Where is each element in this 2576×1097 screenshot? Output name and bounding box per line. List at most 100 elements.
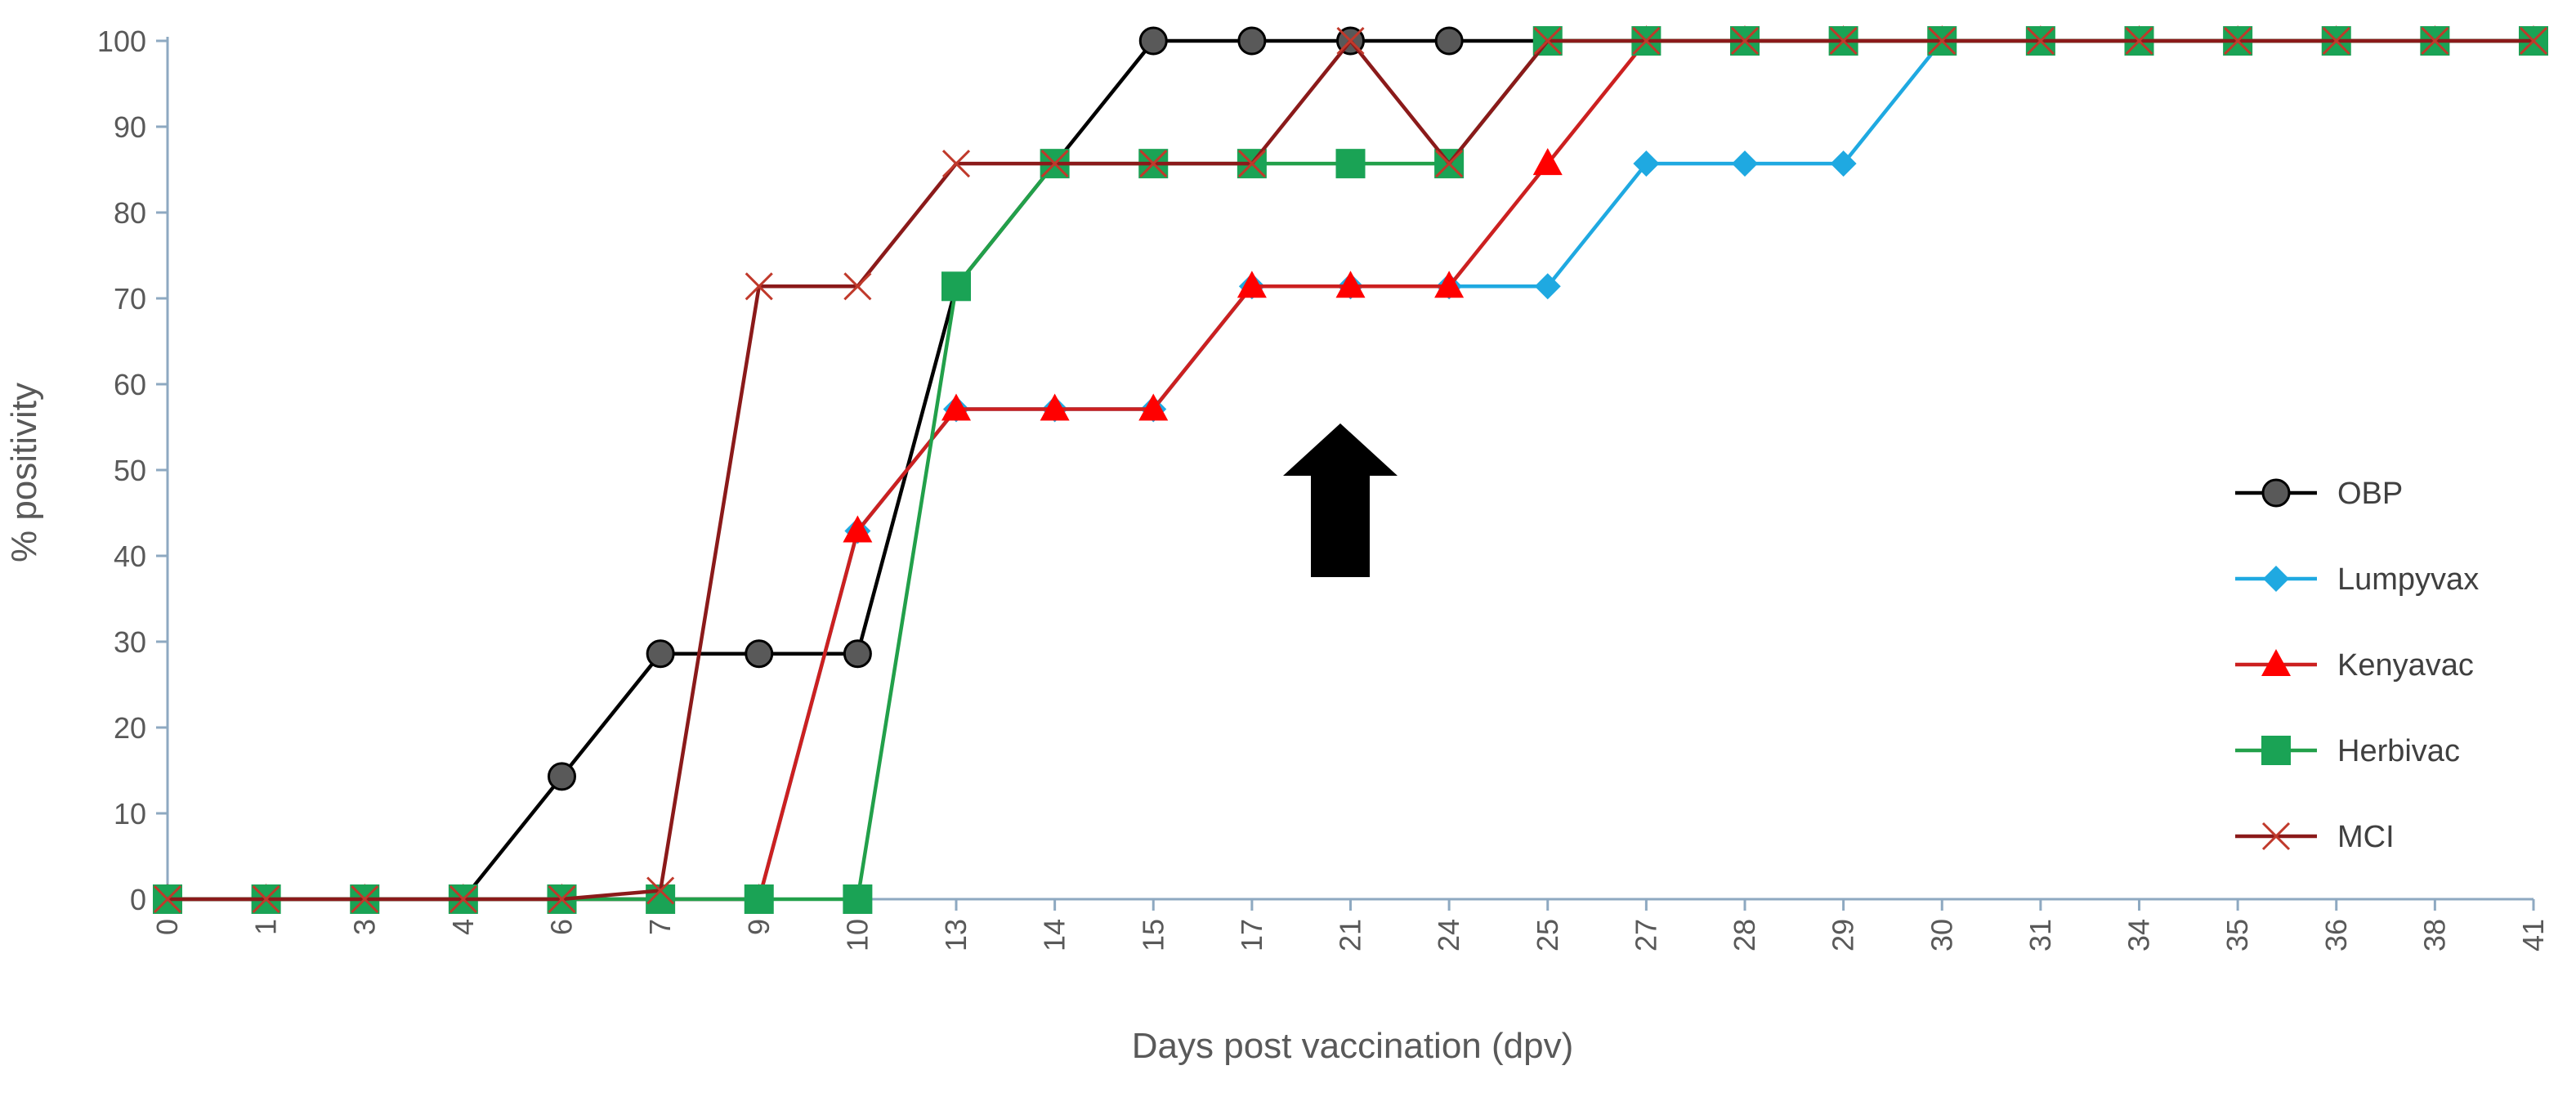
point-mci	[1632, 26, 1661, 56]
legend-item-lumpyvax: Lumpyvax	[2235, 562, 2479, 597]
marker-stroke	[1237, 150, 1266, 178]
x-tick-label: 38	[2417, 919, 2451, 951]
marker-stroke	[351, 884, 379, 914]
marker-stroke	[1435, 150, 1464, 178]
point-herbivac	[843, 884, 873, 914]
y-tick-label: 20	[114, 711, 146, 745]
legend-item-obp: OBP	[2235, 477, 2403, 511]
point-obp	[1237, 26, 1267, 56]
point-mci	[843, 272, 872, 301]
x-tick-label: 13	[939, 919, 973, 951]
y-tick-label: 60	[114, 368, 146, 401]
point-obp	[646, 639, 675, 669]
point-obp	[745, 639, 774, 669]
y-axis-title: % positivity	[4, 383, 44, 562]
x-tick-label: 35	[2220, 919, 2254, 951]
x-tick-label: 6	[545, 919, 579, 935]
point-mci	[351, 884, 379, 914]
legend-label: Lumpyvax	[2337, 562, 2479, 597]
point-obp	[1434, 26, 1464, 56]
point-herbivac	[1335, 149, 1366, 179]
x-tick-label: 28	[1728, 919, 1761, 951]
y-tick-label: 0	[130, 883, 146, 916]
point-mci	[2224, 26, 2252, 56]
x-tick-label: 25	[1531, 919, 1564, 951]
marker-stroke	[1139, 150, 1168, 178]
marker-stroke	[1928, 26, 1957, 56]
point-mci	[1040, 150, 1069, 178]
y-tick-label: 50	[114, 454, 146, 487]
point-herbivac	[744, 884, 774, 914]
y-tick-label: 70	[114, 282, 146, 316]
point-mci	[2519, 26, 2548, 56]
marker-stroke	[1632, 26, 1661, 56]
point-kenyavac	[941, 393, 971, 421]
point-mci	[1336, 26, 1365, 56]
point-mci	[449, 884, 477, 914]
marker-stroke	[1040, 150, 1069, 178]
legend-marker	[2261, 822, 2291, 851]
x-axis-title: Days post vaccination (dpv)	[1132, 1026, 1573, 1066]
marker-stroke	[1533, 26, 1562, 56]
point-mci	[1829, 26, 1858, 56]
x-tick-label: 27	[1629, 919, 1662, 951]
x-tick-label: 15	[1136, 919, 1169, 951]
point-mci	[2125, 26, 2153, 56]
point-lumpyvax	[1534, 273, 1561, 300]
legend-item-kenyavac: Kenyavac	[2235, 648, 2474, 683]
x-tick-label: 0	[150, 919, 184, 935]
x-tick-label: 34	[2122, 919, 2156, 951]
point-obp	[1138, 26, 1168, 56]
y-tick-label: 10	[114, 797, 146, 831]
point-mci	[153, 884, 182, 914]
point-lumpyvax	[1732, 150, 1758, 177]
x-tick-label: 41	[2516, 919, 2550, 951]
x-tick-label: 21	[1334, 919, 1367, 951]
x-tick-label: 30	[1925, 919, 1958, 951]
x-tick-label: 7	[643, 919, 677, 935]
point-kenyavac	[1237, 271, 1267, 298]
legend-marker	[2261, 649, 2291, 676]
point-mci	[252, 884, 280, 914]
x-tick-label: 4	[446, 919, 480, 935]
point-mci	[1435, 150, 1464, 178]
y-tick-label: 90	[114, 110, 146, 144]
x-tick-label: 3	[347, 919, 381, 935]
point-mci	[2322, 26, 2350, 56]
point-mci	[941, 150, 971, 178]
point-obp	[843, 639, 872, 669]
point-mci	[646, 876, 675, 905]
marker-stroke	[2261, 822, 2291, 851]
point-kenyavac	[1335, 271, 1366, 298]
point-mci	[1237, 150, 1266, 178]
point-lumpyvax	[1633, 150, 1660, 177]
marker-stroke	[153, 884, 182, 914]
point-mci	[548, 884, 576, 914]
legend-label: MCI	[2337, 820, 2395, 854]
y-tick-label: 100	[97, 25, 146, 58]
marker-stroke	[843, 272, 872, 301]
marker-stroke	[1336, 26, 1365, 56]
x-tick-label: 36	[2319, 919, 2353, 951]
series-group	[153, 25, 2548, 914]
x-tick-label: 17	[1235, 919, 1268, 951]
point-mci	[1533, 26, 1562, 56]
legend-marker	[2263, 566, 2289, 592]
legend-item-mci: MCI	[2235, 820, 2395, 854]
marker-stroke	[2421, 26, 2449, 56]
point-kenyavac	[1040, 393, 1070, 421]
point-mci	[1928, 26, 1957, 56]
x-tick-label: 29	[1827, 919, 1860, 951]
marker-stroke	[449, 884, 477, 914]
legend: OBP Lumpyvax Kenyavac Herbivac MCI	[2235, 477, 2479, 854]
legend-item-herbivac: Herbivac	[2235, 734, 2460, 768]
series-mci	[153, 26, 2548, 914]
marker-stroke	[646, 876, 675, 905]
marker-stroke	[252, 884, 280, 914]
x-tick-label: 10	[840, 919, 874, 951]
marker-stroke	[1730, 26, 1760, 56]
legend-marker	[2261, 736, 2291, 765]
marker-stroke	[2125, 26, 2153, 56]
